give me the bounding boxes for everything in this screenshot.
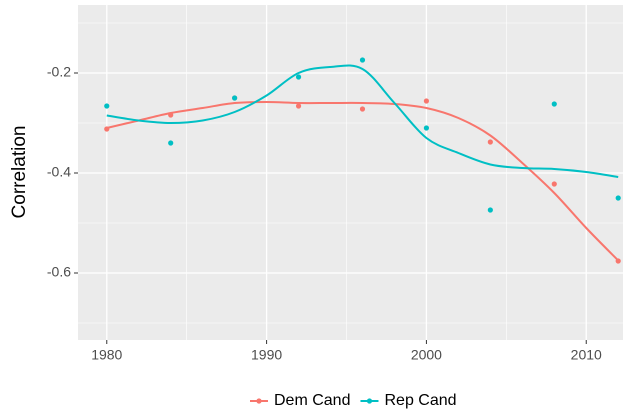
marks bbox=[104, 57, 621, 264]
x-tick-label: 2010 bbox=[571, 347, 602, 363]
x-tick-label: 1980 bbox=[91, 347, 122, 363]
point bbox=[423, 125, 430, 131]
legend-label: Dem Cand bbox=[274, 392, 350, 409]
y-axis-title: Correlation bbox=[9, 126, 30, 219]
point bbox=[359, 106, 366, 112]
x-tick-label: 1990 bbox=[251, 347, 282, 363]
point bbox=[551, 181, 557, 187]
smooth-line bbox=[106, 100, 619, 262]
legend-dot bbox=[366, 398, 373, 404]
x-tick-label: 2000 bbox=[411, 347, 442, 363]
point bbox=[295, 74, 302, 80]
y-tick-label: -0.2 bbox=[47, 64, 71, 80]
point bbox=[615, 195, 621, 201]
point bbox=[423, 98, 430, 104]
point bbox=[551, 101, 557, 107]
legend-label: Rep Cand bbox=[384, 392, 456, 409]
y-tick-label: -0.4 bbox=[47, 164, 71, 180]
y-tick-label: -0.6 bbox=[47, 264, 71, 280]
legend: Dem Cand Rep Cand bbox=[250, 392, 457, 409]
point bbox=[487, 139, 493, 145]
point bbox=[295, 103, 302, 109]
legend-dot bbox=[256, 398, 262, 404]
point bbox=[487, 207, 493, 213]
grid: -0.2 -0.4 -0.6 1980 1990 2000 2010 bbox=[47, 5, 623, 363]
point bbox=[232, 95, 238, 101]
point bbox=[104, 103, 110, 109]
point bbox=[359, 57, 366, 63]
point bbox=[168, 140, 174, 146]
smooth-line bbox=[106, 64, 619, 178]
